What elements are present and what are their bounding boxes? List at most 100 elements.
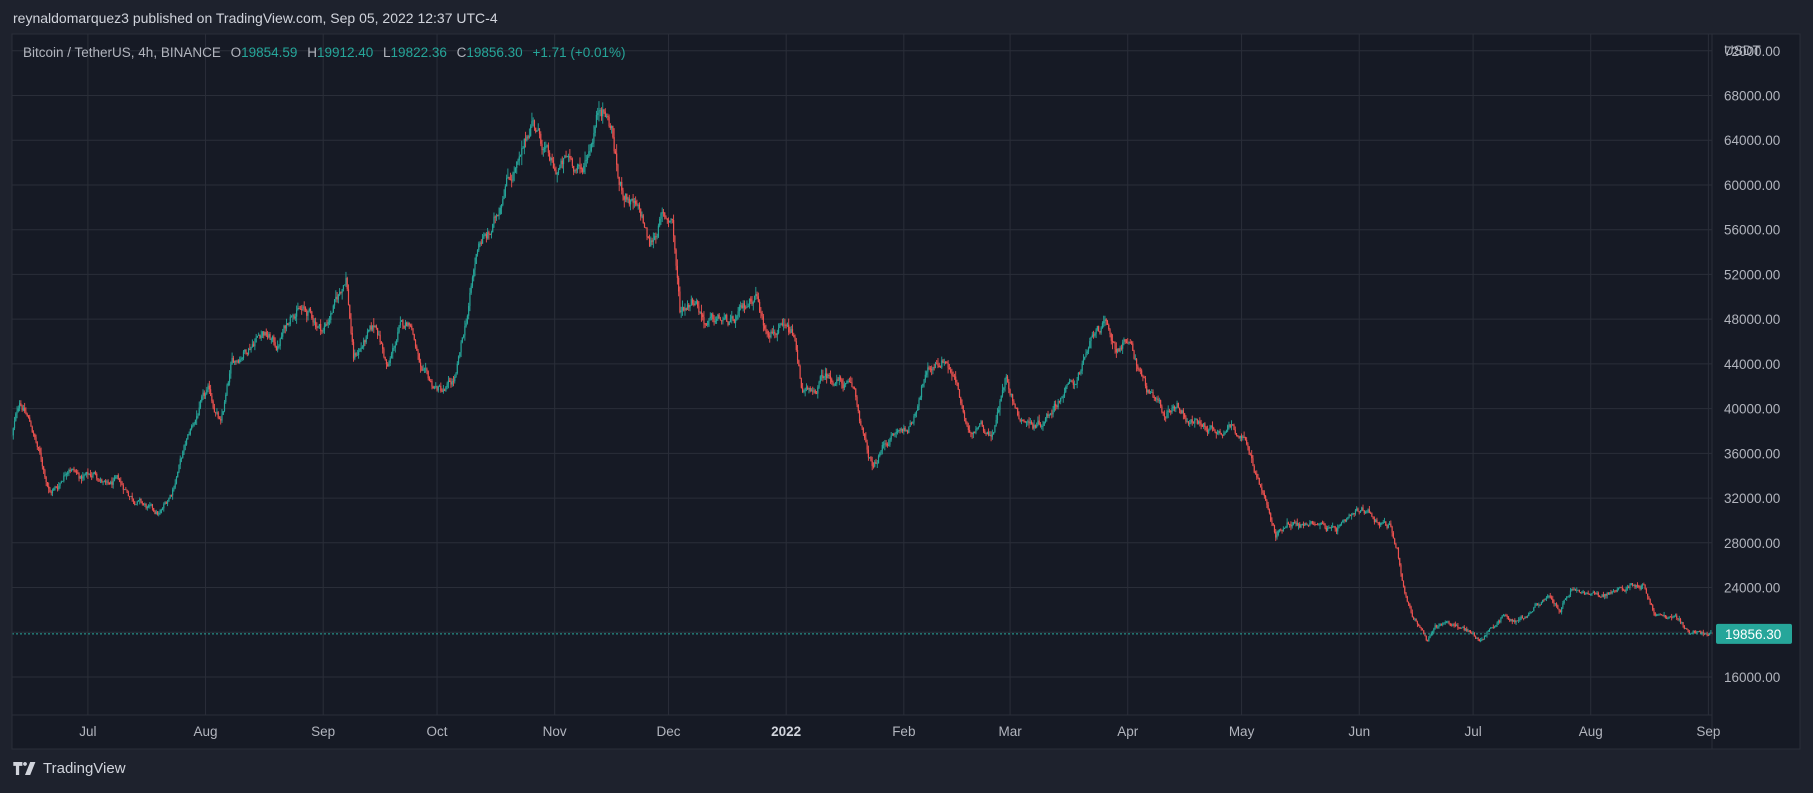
candle-body	[1673, 616, 1675, 618]
candle-body	[1049, 413, 1052, 415]
candle-body	[63, 475, 65, 482]
candle-body	[202, 392, 204, 397]
candle-body	[112, 480, 114, 485]
candle-body	[1158, 400, 1160, 401]
candle-body	[970, 431, 972, 433]
candle-body	[838, 377, 840, 381]
candle-body	[413, 334, 415, 340]
candle-body	[1044, 418, 1047, 422]
candle-body	[1597, 592, 1599, 596]
candle-body	[1477, 638, 1479, 640]
candle-body	[1587, 593, 1589, 595]
candle-body	[317, 326, 319, 328]
candle-body	[1332, 526, 1334, 528]
candle-body	[769, 335, 771, 338]
candle-body	[258, 334, 260, 336]
candle-body	[25, 411, 27, 414]
candle-body	[785, 325, 787, 327]
candle-body	[1063, 392, 1066, 397]
candle-body	[433, 387, 436, 389]
candle-body	[436, 386, 438, 391]
candle-body	[349, 305, 351, 319]
candle-body	[402, 320, 404, 326]
candle-body	[523, 138, 525, 149]
candle-body	[322, 330, 324, 332]
candle-body	[1405, 592, 1407, 597]
candle-body	[1277, 531, 1279, 535]
candle-body	[1210, 425, 1212, 428]
candle-body	[399, 321, 401, 326]
candle-body	[1502, 614, 1505, 616]
candle-body	[796, 350, 799, 361]
tradingview-logo[interactable]: TradingView	[13, 760, 126, 777]
candle-body	[465, 323, 467, 327]
candle-body	[293, 315, 295, 319]
candle-body	[474, 263, 476, 270]
candle-body	[1133, 350, 1135, 359]
candle-body	[1168, 410, 1171, 412]
candle-body	[91, 476, 93, 477]
candle-body	[1020, 419, 1023, 422]
candle-body	[1042, 425, 1044, 427]
candle-body	[392, 348, 394, 354]
candle-body	[1294, 522, 1296, 524]
candle-body	[1401, 573, 1403, 581]
candle-body	[1629, 584, 1631, 588]
candle-body	[586, 157, 589, 160]
candle-body	[870, 457, 872, 462]
ohlc-legend[interactable]: Bitcoin / TetherUS, 4h, BINANCE O19854.5…	[23, 45, 626, 60]
candle-body	[671, 218, 673, 221]
candle-body	[1000, 395, 1002, 401]
candle-body	[437, 386, 439, 391]
candle-body	[1306, 524, 1308, 526]
candle-body	[761, 312, 763, 317]
candle-body	[250, 346, 252, 350]
candle-body	[1151, 392, 1153, 394]
candle-body	[1528, 613, 1530, 617]
candle-body	[1265, 495, 1267, 501]
candle-body	[662, 212, 665, 213]
candle-body	[843, 384, 845, 388]
price-tick-label: 60000.00	[1724, 178, 1780, 193]
candle-body	[881, 445, 883, 451]
candle-body	[412, 328, 414, 335]
candle-body	[667, 219, 670, 223]
candle-body	[965, 417, 967, 423]
candle-body	[1110, 334, 1112, 341]
candle-body	[1178, 407, 1181, 411]
candle-body	[149, 505, 151, 506]
candle-body	[466, 315, 468, 324]
candle-body	[1338, 526, 1340, 529]
candle-body	[31, 426, 33, 433]
candle-body	[125, 489, 127, 491]
candle-body	[714, 320, 716, 323]
candle-body	[559, 167, 561, 170]
candle-body	[249, 348, 251, 350]
candle-body	[1070, 380, 1072, 382]
candle-body	[1039, 423, 1042, 427]
time-tick-label: Oct	[427, 724, 448, 739]
candle-body	[1015, 407, 1018, 409]
candle-body	[94, 471, 97, 474]
candle-body	[1235, 433, 1238, 436]
candle-body	[1442, 623, 1444, 625]
candle-body	[623, 196, 625, 200]
time-axis-area[interactable]	[12, 715, 1712, 749]
candle-body	[917, 406, 919, 411]
grid-lines	[12, 34, 1712, 715]
price-tick-label: 32000.00	[1724, 491, 1780, 506]
candle-body	[688, 304, 690, 308]
candle-body	[253, 344, 255, 347]
candle-body	[953, 375, 956, 377]
time-tick-label: 2022	[771, 724, 801, 739]
candle-body	[1473, 633, 1475, 637]
candle-body	[32, 432, 35, 434]
candle-body	[1005, 376, 1007, 379]
candle-body	[211, 395, 213, 402]
candle-body	[82, 476, 84, 479]
candle-body	[1149, 392, 1152, 394]
candle-body	[1233, 424, 1235, 430]
candle-body	[444, 389, 446, 391]
plot-area[interactable]	[12, 34, 1712, 715]
